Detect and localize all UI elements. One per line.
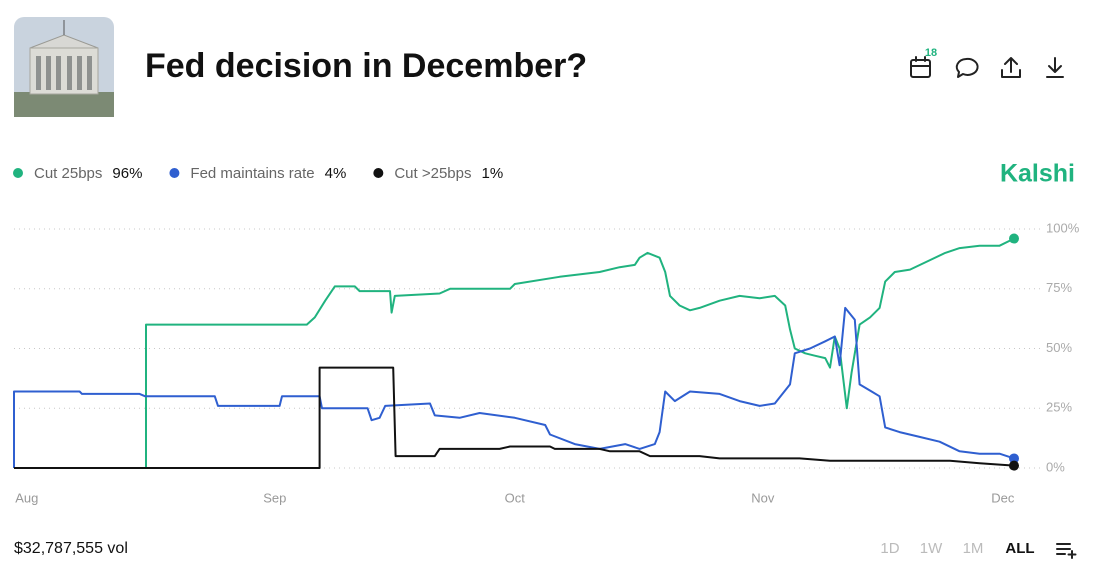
legend-swatch xyxy=(13,168,23,178)
series-line xyxy=(14,366,1015,469)
legend-value: 1% xyxy=(481,165,503,182)
y-tick-label: 50% xyxy=(1046,340,1072,355)
legend-label: Cut >25bps xyxy=(394,165,471,182)
range-button[interactable]: 1M xyxy=(963,540,984,557)
series-line xyxy=(14,237,1015,469)
plot-area: 0% 25% 50% 75% 100% Aug Sep Oct Nov Dec xyxy=(13,220,1080,505)
brand-logo: Kalshi xyxy=(1000,160,1075,188)
range-button[interactable]: 1D xyxy=(880,540,899,557)
end-marker xyxy=(1009,233,1019,244)
volume: $32,787,555 vol xyxy=(14,540,128,557)
comment-button[interactable] xyxy=(955,57,979,78)
legend-label: Cut 25bps xyxy=(34,165,102,182)
range-button[interactable]: 1W xyxy=(920,540,943,557)
end-marker xyxy=(1009,460,1019,471)
y-tick-label: 0% xyxy=(1046,459,1065,474)
legend-value: 4% xyxy=(325,165,347,182)
x-tick-label: Oct xyxy=(505,490,526,505)
list-button[interactable] xyxy=(1056,543,1077,559)
y-tick-label: 75% xyxy=(1046,280,1072,295)
end-marker xyxy=(1009,453,1019,464)
y-tick-label: 100% xyxy=(1046,220,1080,235)
x-tick-label: Nov xyxy=(751,490,775,505)
series-line xyxy=(13,306,1015,468)
calendar-badge: 18 xyxy=(925,47,937,59)
x-tick-label: Sep xyxy=(263,490,286,505)
market-image xyxy=(14,17,114,117)
legend: Cut 25bps 96% Fed maintains rate 4% Cut >25b… xyxy=(13,165,503,182)
calendar-button[interactable]: 18 xyxy=(910,47,937,78)
y-tick-label: 25% xyxy=(1046,400,1072,415)
legend-swatch xyxy=(373,168,384,178)
range-button[interactable]: ALL xyxy=(1005,540,1034,557)
legend-swatch xyxy=(169,168,180,178)
x-tick-label: Dec xyxy=(991,490,1015,505)
download-button[interactable] xyxy=(1046,57,1064,78)
x-tick-label: Aug xyxy=(15,490,38,505)
legend-value: 96% xyxy=(112,165,142,182)
legend-label: Fed maintains rate xyxy=(190,165,314,182)
share-button[interactable] xyxy=(1001,57,1021,78)
market-title: Fed decision in December? xyxy=(145,47,587,85)
range-selector: 1D 1W 1M ALL xyxy=(880,540,1034,557)
